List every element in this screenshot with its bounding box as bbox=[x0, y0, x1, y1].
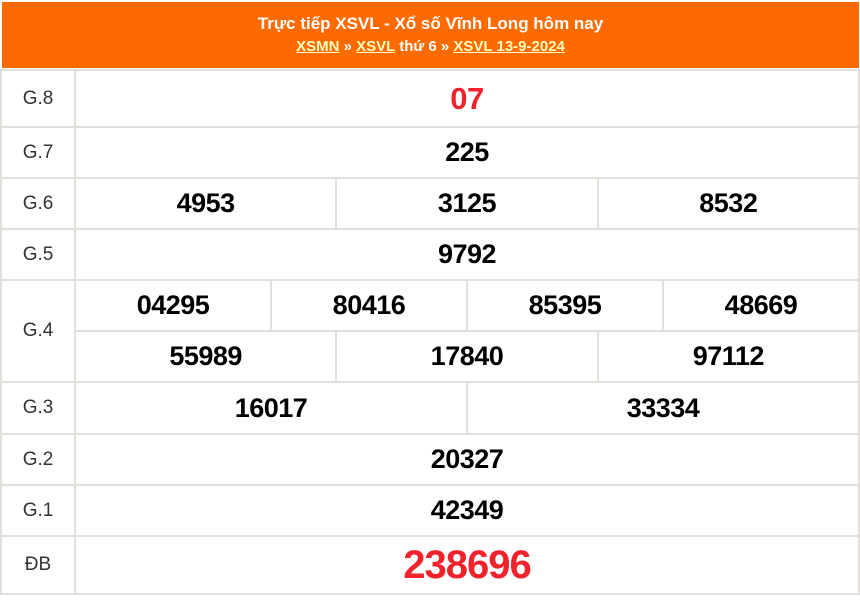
prize-label-g3: G.3 bbox=[0, 381, 76, 435]
prize-number-g6-2: 3125 bbox=[335, 177, 599, 230]
breadcrumb-weekday: thứ 6 bbox=[399, 38, 437, 55]
breadcrumb: XSMN » XSVL thứ 6 » XSVL 13-9-2024 bbox=[6, 37, 855, 56]
prize-label-g7: G.7 bbox=[0, 126, 76, 179]
prize-number-g6-3: 8532 bbox=[596, 177, 860, 230]
prize-number-g1: 42349 bbox=[74, 484, 860, 537]
prize-number-g6-1: 4953 bbox=[73, 177, 338, 230]
prize-row-db: ĐB 238696 bbox=[0, 535, 860, 595]
prize-row-g4-line1: G.4 04295 80416 85395 48669 bbox=[0, 279, 860, 383]
prize-label-db: ĐB bbox=[0, 535, 76, 595]
prize-label-g1: G.1 bbox=[0, 484, 76, 537]
breadcrumb-link-xsvl[interactable]: XSVL bbox=[356, 38, 396, 55]
lottery-results-table: G.8 07 G.7 225 G.6 4953 3125 8532 G.5 97… bbox=[0, 69, 860, 595]
prize-number-g4-1: 04295 bbox=[74, 279, 272, 332]
prize-row-g6: G.6 4953 3125 8532 bbox=[0, 177, 860, 230]
page-title: Trực tiếp XSVL - Xổ số Vĩnh Long hôm nay bbox=[257, 14, 604, 33]
prize-number-g7: 225 bbox=[74, 126, 860, 179]
prize-label-g6: G.6 bbox=[0, 177, 76, 230]
prize-number-g4-3: 85395 bbox=[465, 279, 664, 332]
prize-number-g8: 07 bbox=[74, 69, 860, 128]
prize-row-g2: G.2 20327 bbox=[0, 433, 860, 486]
prize-row-g3: G.3 16017 33334 bbox=[0, 381, 860, 435]
breadcrumb-link-date[interactable]: XSVL 13-9-2024 bbox=[453, 38, 565, 55]
prize-label-g8: G.8 bbox=[0, 69, 76, 128]
prize-number-g2: 20327 bbox=[74, 433, 860, 486]
prize-row-g8: G.8 07 bbox=[0, 69, 860, 128]
prize-row-g7: G.7 225 bbox=[0, 126, 860, 179]
prize-row-g4-line2: 55989 17840 97112 bbox=[1, 330, 860, 383]
prize-number-g3-1: 16017 bbox=[74, 381, 468, 435]
prize-number-g3-2: 33334 bbox=[465, 381, 860, 435]
prize-label-g4: G.4 bbox=[0, 279, 76, 383]
prize-number-g4-5: 55989 bbox=[73, 330, 338, 383]
breadcrumb-separator: » bbox=[440, 38, 450, 55]
prize-number-g4-4: 48669 bbox=[661, 279, 860, 332]
prize-number-g5: 9792 bbox=[74, 228, 860, 281]
prize-label-g2: G.2 bbox=[0, 433, 76, 486]
prize-row-g1: G.1 42349 bbox=[0, 484, 860, 537]
prize-row-g5: G.5 9792 bbox=[0, 228, 860, 281]
breadcrumb-link-xsmn[interactable]: XSMN bbox=[296, 38, 340, 55]
prize-label-g5: G.5 bbox=[0, 228, 76, 281]
breadcrumb-separator: » bbox=[343, 38, 352, 55]
prize-number-db: 238696 bbox=[74, 535, 860, 595]
prize-number-g4-6: 17840 bbox=[335, 330, 599, 383]
prize-number-g4-2: 80416 bbox=[269, 279, 468, 332]
prize-number-g4-7: 97112 bbox=[596, 330, 860, 383]
lottery-header: Trực tiếp XSVL - Xổ số Vĩnh Long hôm nay… bbox=[2, 2, 859, 68]
